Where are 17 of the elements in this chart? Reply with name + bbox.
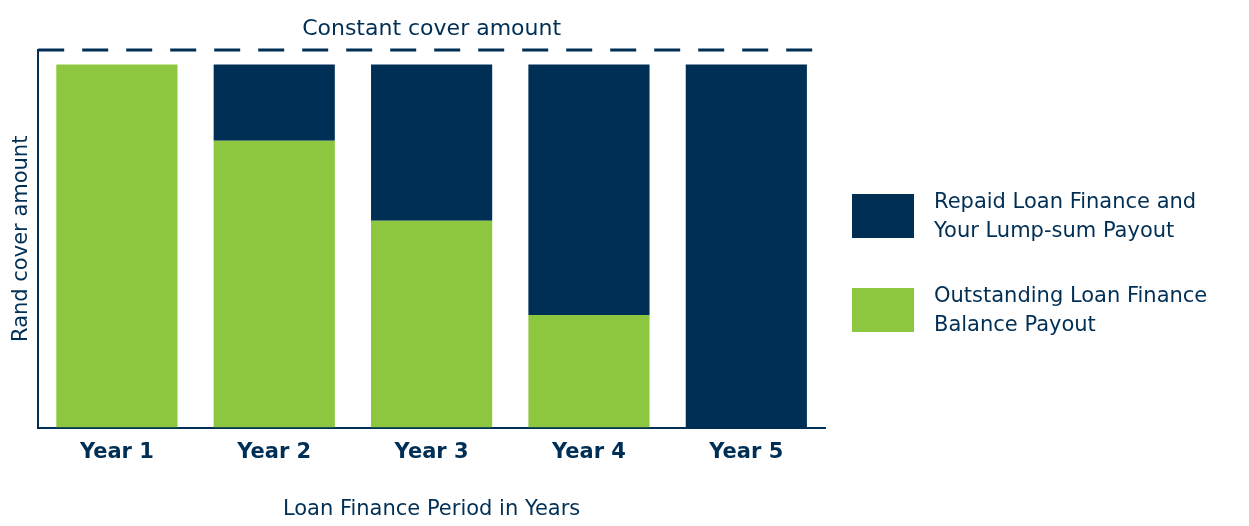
- bar: [213, 64, 335, 141]
- bar: [371, 220, 493, 428]
- bar: [528, 315, 650, 428]
- x-tick-label: Year 2: [236, 438, 312, 463]
- x-tick-label: Year 4: [550, 438, 626, 463]
- ref-line-label: Constant cover amount: [302, 14, 562, 40]
- bar: [528, 64, 650, 316]
- x-axis-title: Loan Finance Period in Years: [282, 495, 581, 520]
- x-tick-label: Year 3: [393, 438, 469, 463]
- legend-label: Repaid Loan Finance and Your Lump-sum Payout: [934, 188, 1198, 244]
- y-axis-title: Rand cover amount: [8, 135, 33, 342]
- bar: [56, 64, 178, 428]
- x-tick-label: Year 5: [708, 438, 784, 463]
- bar: [371, 64, 493, 221]
- bar: [213, 140, 335, 428]
- legend-label: Outstanding Loan Finance Balance Payout: [934, 282, 1209, 338]
- x-tick-label: Year 1: [78, 438, 154, 463]
